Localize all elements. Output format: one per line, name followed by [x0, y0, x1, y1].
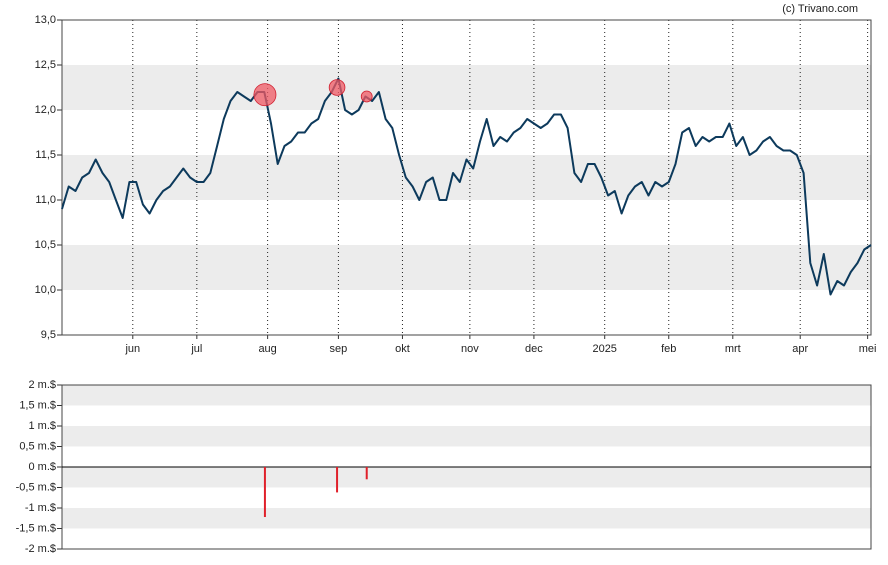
x-tick-label: sep: [330, 343, 348, 355]
plot-frame: [61, 19, 872, 336]
x-tick-label: okt: [395, 343, 410, 355]
x-tick-label: aug: [258, 343, 276, 355]
y-tick-label: 11,5: [35, 149, 56, 161]
y-tick-label: 1 m.$: [28, 420, 56, 432]
price-line: [61, 77, 872, 296]
trade-marker: [328, 79, 346, 96]
x-tick-label: jun: [124, 343, 140, 355]
x-tick-label: 2025: [592, 343, 616, 355]
y-tick-label: -1,5 m.$: [16, 522, 56, 534]
bar: [263, 467, 266, 518]
band: [62, 508, 871, 529]
bar: [336, 467, 339, 493]
y-tick-label: 1,5 m.$: [19, 399, 56, 411]
y-tick-label: 0,5 m.$: [19, 440, 56, 452]
y-tick-label: 12,0: [35, 104, 56, 116]
y-tick-label: -0,5 m.$: [16, 481, 56, 493]
y-tick-label: 9,5: [41, 329, 56, 341]
trade-marker: [360, 90, 373, 103]
y-tick-label: 2 m.$: [28, 379, 56, 391]
y-tick-label: -2 m.$: [25, 543, 56, 555]
y-tick-label: -1 m.$: [25, 502, 56, 514]
bar: [365, 467, 368, 480]
band: [62, 385, 871, 406]
x-tick-label: mei: [859, 343, 877, 355]
band: [62, 467, 871, 488]
x-tick-label: nov: [461, 343, 479, 355]
y-tick-label: 11,0: [35, 194, 56, 206]
source: (c) Trivano.com: [782, 3, 858, 15]
y-tick-label: 0 m.$: [28, 461, 56, 473]
y-tick-label: 10,5: [35, 239, 56, 251]
x-tick-label: mrt: [725, 343, 741, 355]
y-tick-label: 10,0: [35, 284, 56, 296]
x-tick-label: dec: [525, 343, 543, 355]
x-tick-label: feb: [661, 343, 676, 355]
band: [62, 426, 871, 447]
trade-marker: [253, 83, 277, 107]
band: [62, 65, 871, 110]
y-tick-label: 12,5: [35, 59, 56, 71]
band: [62, 245, 871, 290]
x-tick-label: jul: [190, 343, 202, 355]
y-tick-label: 13,0: [35, 14, 56, 26]
x-tick-label: apr: [792, 343, 808, 355]
